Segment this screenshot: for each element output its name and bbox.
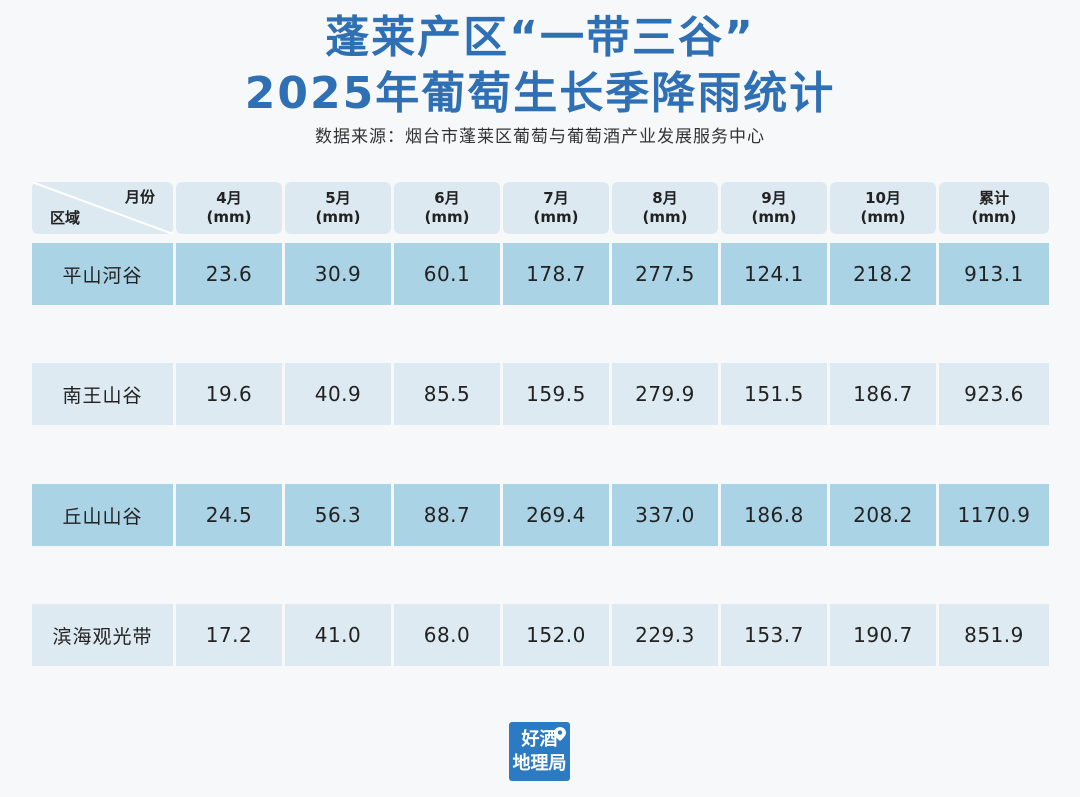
column-header-aug: 8月 (mm)	[612, 182, 718, 234]
column-name: 5月	[325, 189, 351, 207]
value-cell: 17.2	[176, 604, 282, 666]
column-name: 8月	[652, 189, 678, 207]
value-cell: 218.2	[830, 243, 936, 305]
column-header-apr: 4月 (mm)	[176, 182, 282, 234]
value-cell: 208.2	[830, 484, 936, 546]
column-name: 4月	[216, 189, 242, 207]
value-cell: 229.3	[612, 604, 718, 666]
data-source: 数据来源：烟台市蓬莱区葡萄与葡萄酒产业发展服务中心	[315, 127, 765, 147]
column-name: 10月	[865, 189, 901, 207]
value-cell: 19.6	[176, 363, 282, 425]
logo-line-2: 地理局	[512, 752, 567, 774]
value-cell: 23.6	[176, 243, 282, 305]
table-header-row: 月份 区域 4月 (mm) 5月 (mm) 6月 (mm) 7月 (mm) 8月 (mm)…	[32, 182, 1049, 234]
value-cell: 190.7	[830, 604, 936, 666]
column-unit: (mm)	[533, 208, 579, 226]
value-cell: 152.0	[503, 604, 609, 666]
value-cell: 151.5	[721, 363, 827, 425]
value-cell: 40.9	[285, 363, 391, 425]
column-header-jul: 7月 (mm)	[503, 182, 609, 234]
value-cell: 88.7	[394, 484, 500, 546]
column-unit: (mm)	[206, 208, 252, 226]
table-row: 丘山山谷 24.5 56.3 88.7 269.4 337.0 186.8 208.2 1170…	[32, 484, 1049, 546]
value-cell: 30.9	[285, 243, 391, 305]
value-cell: 279.9	[612, 363, 718, 425]
value-cell: 85.5	[394, 363, 500, 425]
value-cell: 337.0	[612, 484, 718, 546]
value-cell: 913.1	[939, 243, 1049, 305]
value-cell: 851.9	[939, 604, 1049, 666]
value-cell: 186.7	[830, 363, 936, 425]
column-header-total: 累计 (mm)	[939, 182, 1049, 234]
value-cell: 269.4	[503, 484, 609, 546]
value-cell: 277.5	[612, 243, 718, 305]
brand-logo: 好酒 地理局	[509, 722, 570, 781]
corner-month-label: 月份	[124, 188, 155, 206]
value-cell: 124.1	[721, 243, 827, 305]
corner-region-label: 区域	[50, 209, 81, 227]
column-name: 6月	[434, 189, 460, 207]
corner-diagonal-line	[32, 182, 173, 234]
column-unit: (mm)	[751, 208, 797, 226]
value-cell: 24.5	[176, 484, 282, 546]
table-row: 平山河谷 23.6 30.9 60.1 178.7 277.5 124.1 218.2 913.…	[32, 243, 1049, 305]
location-pin-icon	[554, 727, 566, 741]
column-name: 累计	[978, 189, 1009, 207]
value-cell: 56.3	[285, 484, 391, 546]
table-row: 滨海观光带 17.2 41.0 68.0 152.0 229.3 153.7 190.7 851…	[32, 604, 1049, 666]
value-cell: 923.6	[939, 363, 1049, 425]
column-header-sep: 9月 (mm)	[721, 182, 827, 234]
value-cell: 68.0	[394, 604, 500, 666]
region-cell: 平山河谷	[32, 243, 173, 305]
column-unit: (mm)	[642, 208, 688, 226]
column-unit: (mm)	[971, 208, 1017, 226]
column-unit: (mm)	[315, 208, 361, 226]
column-header-may: 5月 (mm)	[285, 182, 391, 234]
column-name: 9月	[761, 189, 787, 207]
title-line-1: 蓬莱产区“一带三谷”	[325, 12, 755, 63]
column-header-jun: 6月 (mm)	[394, 182, 500, 234]
column-header-oct: 10月 (mm)	[830, 182, 936, 234]
value-cell: 186.8	[721, 484, 827, 546]
region-cell: 南王山谷	[32, 363, 173, 425]
value-cell: 153.7	[721, 604, 827, 666]
value-cell: 41.0	[285, 604, 391, 666]
value-cell: 159.5	[503, 363, 609, 425]
value-cell: 1170.9	[939, 484, 1049, 546]
table-row: 南王山谷 19.6 40.9 85.5 159.5 279.9 151.5 186.7 923.…	[32, 363, 1049, 425]
corner-header-cell: 月份 区域	[32, 182, 173, 234]
value-cell: 60.1	[394, 243, 500, 305]
column-unit: (mm)	[860, 208, 906, 226]
column-unit: (mm)	[424, 208, 470, 226]
logo-line-1: 好酒	[521, 728, 558, 750]
column-name: 7月	[543, 189, 569, 207]
region-cell: 丘山山谷	[32, 484, 173, 546]
title-line-2: 2025年葡萄生长季降雨统计	[244, 68, 836, 119]
region-cell: 滨海观光带	[32, 604, 173, 666]
value-cell: 178.7	[503, 243, 609, 305]
